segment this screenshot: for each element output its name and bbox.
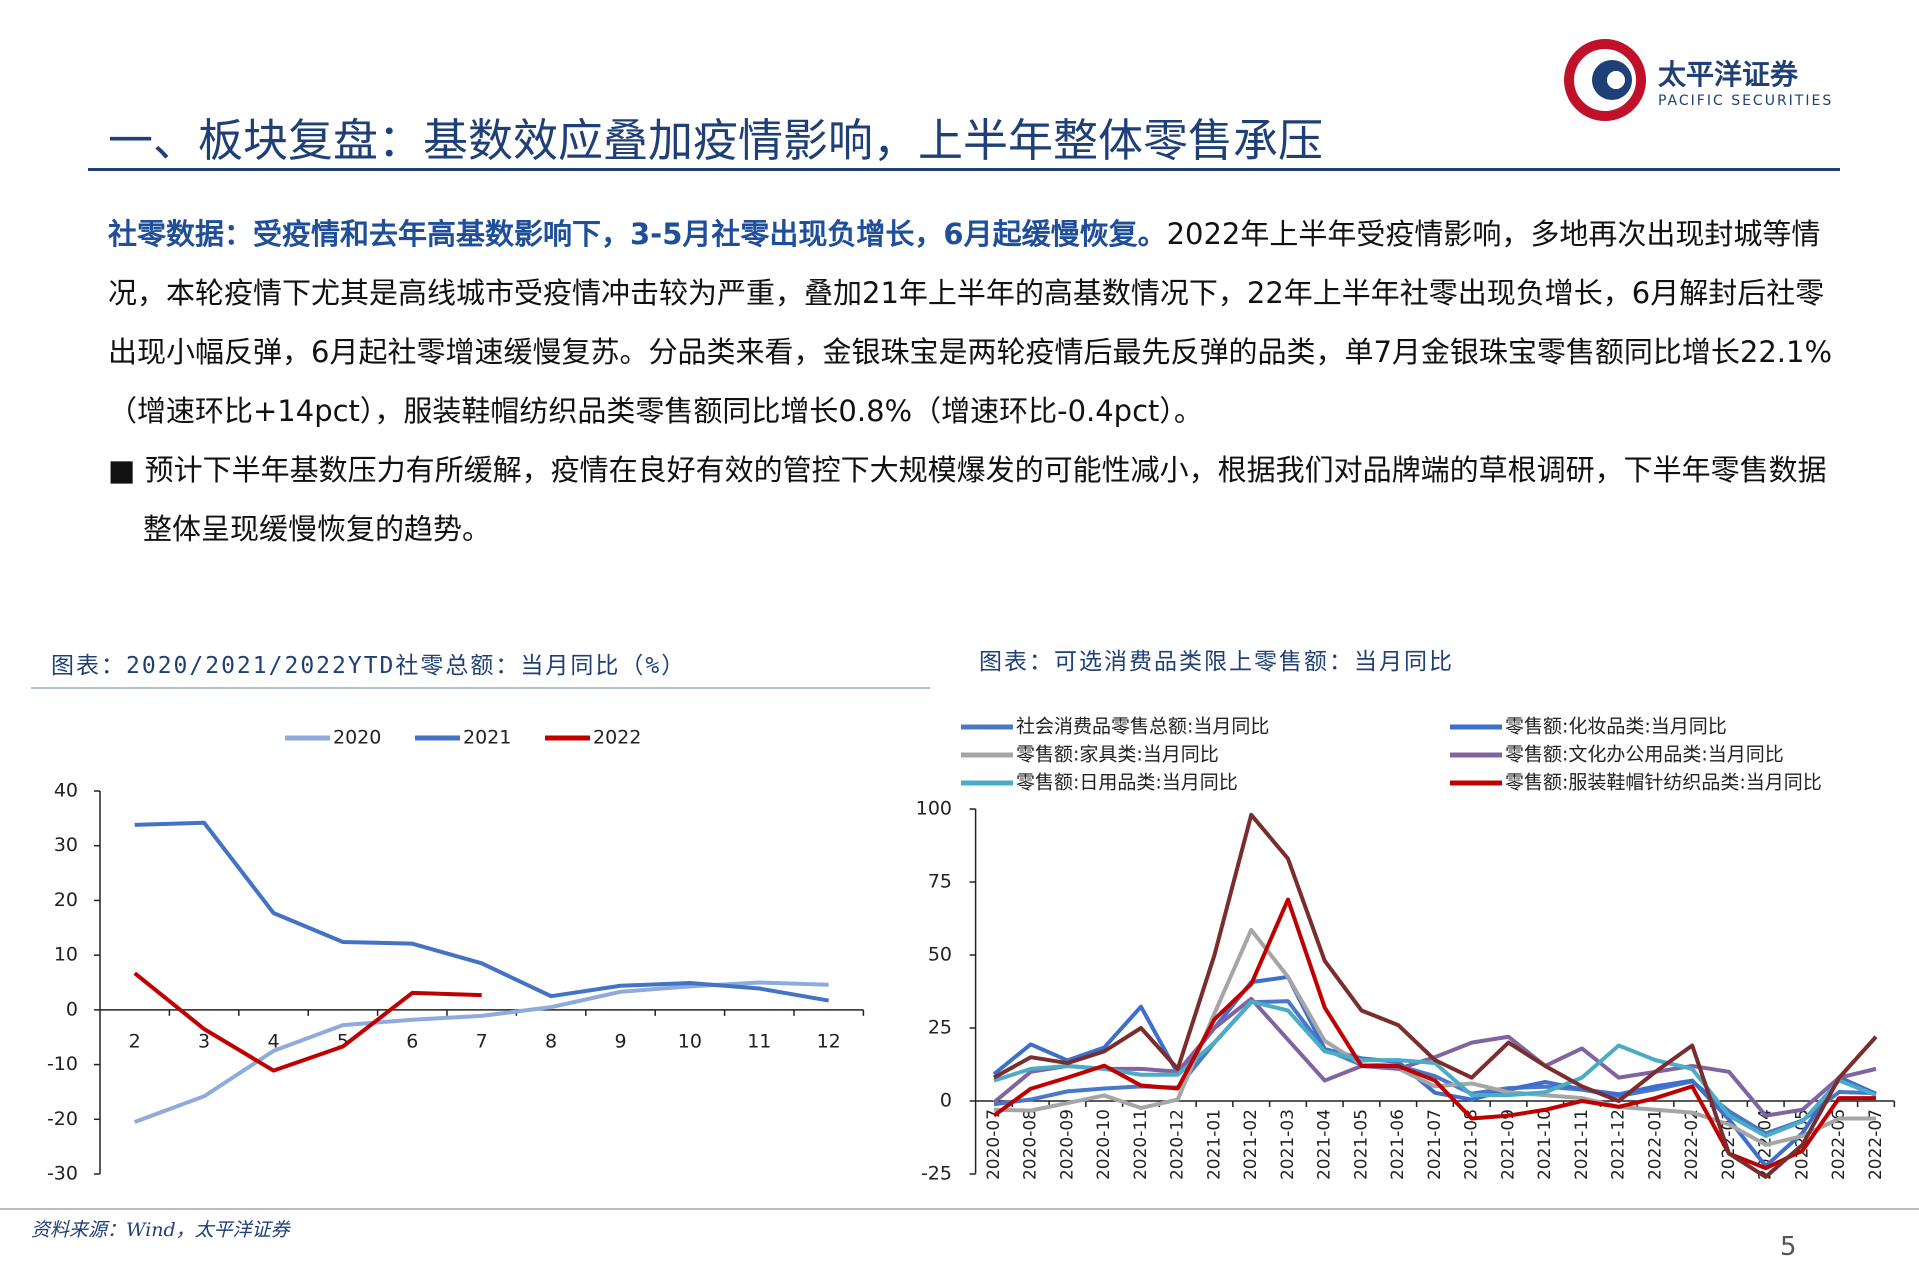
series-line xyxy=(992,996,1877,1118)
x-tick-label: 10 xyxy=(678,1030,702,1052)
x-tick-label: 6 xyxy=(406,1030,418,1052)
chart-title: 图表：可选消费品类限上零售额：当月同比 xyxy=(979,649,1454,675)
x-tick-label: 2021-06 xyxy=(1388,1109,1408,1180)
x-tick-label: 2021-09 xyxy=(1498,1109,1518,1180)
logo-en: PACIFIC SECURITIES xyxy=(1658,93,1833,109)
legend-label: 零售额:服装鞋帽针纺织品类:当月同比 xyxy=(1505,772,1822,794)
x-tick-label: 2022-06 xyxy=(1829,1109,1849,1180)
x-tick-label: 4 xyxy=(267,1030,279,1052)
legend-label: 零售额:文化办公用品类:当月同比 xyxy=(1505,744,1784,766)
x-tick-label: 2020-12 xyxy=(1168,1109,1188,1180)
series-line xyxy=(993,927,1876,1147)
series-line xyxy=(133,971,482,1073)
series-line xyxy=(993,999,1877,1139)
y-tick-label: 100 xyxy=(916,798,952,820)
y-tick-label: 40 xyxy=(54,780,78,802)
x-tick-label: 2021-01 xyxy=(1204,1109,1224,1180)
slide-title: 一、板块复盘：基数效应叠加疫情影响，上半年整体零售承压 xyxy=(108,114,1324,167)
legend-label: 2022 xyxy=(593,727,641,749)
x-tick-label: 2022-07 xyxy=(1866,1109,1886,1180)
x-tick-label: 2022-02 xyxy=(1682,1109,1702,1180)
x-tick-label: 2 xyxy=(129,1030,141,1052)
y-tick-label: 50 xyxy=(928,944,952,966)
x-tick-label: 2021-11 xyxy=(1572,1109,1592,1180)
x-tick-label: 2022-01 xyxy=(1645,1109,1665,1180)
x-tick-label: 3 xyxy=(198,1030,210,1052)
x-tick-label: 2021-05 xyxy=(1351,1109,1371,1180)
x-tick-label: 8 xyxy=(545,1030,557,1052)
series-line xyxy=(134,820,830,1003)
paragraph: 社零数据：受疫情和去年高基数影响下，3-5月社零出现负增长，6月起缓慢恢复。20… xyxy=(108,205,1843,441)
y-tick-label: -20 xyxy=(47,1108,78,1130)
x-tick-label: 2021-12 xyxy=(1609,1109,1629,1180)
x-tick-label: 2021-03 xyxy=(1278,1109,1298,1180)
lead: 社零数据：受疫情和去年高基数影响下，3-5月社零出现负增长，6月起缓慢恢复。 xyxy=(108,217,1167,251)
y-tick-label: -10 xyxy=(47,1053,78,1075)
logo-dot xyxy=(1607,71,1625,89)
logo-ring xyxy=(1564,39,1646,121)
x-tick-label: 9 xyxy=(614,1030,626,1052)
chart-title: 图表：2020/2021/2022YTD社零总额：当月同比（%） xyxy=(51,653,687,679)
series-line xyxy=(992,974,1877,1169)
source: 资料来源：Wind，太平洋证券 xyxy=(31,1219,290,1241)
x-tick-label: 2020-09 xyxy=(1057,1109,1077,1180)
x-tick-label: 12 xyxy=(817,1030,841,1052)
x-tick-label: 2020-07 xyxy=(984,1109,1004,1180)
legend-label: 2021 xyxy=(463,727,511,749)
x-tick-label: 2020-10 xyxy=(1094,1109,1114,1180)
x-tick-label: 2020-11 xyxy=(1131,1109,1151,1180)
legend-label: 零售额:家具类:当月同比 xyxy=(1016,744,1219,766)
y-tick-label: 20 xyxy=(54,889,78,911)
x-tick-label: 2021-07 xyxy=(1425,1109,1445,1180)
legend-label: 社会消费品零售总额:当月同比 xyxy=(1016,716,1269,738)
x-tick-label: 11 xyxy=(747,1030,771,1052)
x-tick-label: 7 xyxy=(476,1030,488,1052)
y-tick-label: 30 xyxy=(54,834,78,856)
x-tick-label: 2021-10 xyxy=(1535,1109,1555,1180)
y-tick-label: 0 xyxy=(66,998,78,1020)
x-tick-label: 2021-02 xyxy=(1241,1109,1261,1180)
text: 2022年上半年受疫情影响，多地再次出现封城等情况，本轮疫情下尤其是高线城市受疫… xyxy=(108,217,1833,428)
legend-label: 零售额:化妆品类:当月同比 xyxy=(1505,716,1727,738)
y-tick-label: 0 xyxy=(940,1090,952,1112)
x-tick-label: 2021-04 xyxy=(1315,1109,1335,1180)
y-tick-label: 75 xyxy=(928,871,952,893)
y-tick-label: -30 xyxy=(47,1163,78,1185)
legend-label: 2020 xyxy=(333,727,381,749)
title-rule xyxy=(88,168,1840,171)
bullet: ■ 预计下半年基数压力有所缓解，疫情在良好有效的管控下大规模爆发的可能性减小，根… xyxy=(108,453,1827,546)
y-tick-label: 25 xyxy=(928,1017,952,1039)
x-tick-label: 2021-08 xyxy=(1462,1109,1482,1180)
legend-label: 零售额:日用品类:当月同比 xyxy=(1016,772,1238,794)
page-number: 5 xyxy=(1780,1232,1797,1262)
y-tick-label: 10 xyxy=(54,944,78,966)
logo-cn: 太平洋证券 xyxy=(1658,58,1799,91)
x-tick-label: 2020-08 xyxy=(1021,1109,1041,1180)
y-tick-label: -25 xyxy=(921,1163,952,1185)
series-line xyxy=(993,812,1878,1179)
